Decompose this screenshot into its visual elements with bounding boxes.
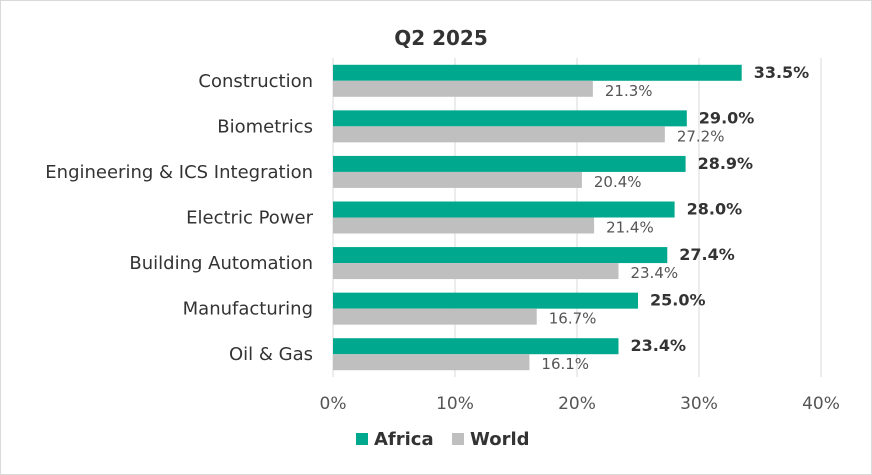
x-tick-label: 0%	[320, 394, 347, 414]
legend-swatch-africa	[356, 433, 368, 445]
chart-title: Q2 2025	[394, 26, 488, 50]
data-label-world: 21.4%	[606, 219, 654, 237]
x-tick-label: 30%	[680, 394, 718, 414]
x-tick-label: 40%	[802, 394, 840, 414]
bar-africa	[333, 201, 675, 218]
bar-world	[333, 354, 530, 371]
category-label: Electric Power	[186, 208, 313, 229]
legend-label-world: World	[470, 429, 530, 450]
data-label-africa: 27.4%	[679, 245, 735, 264]
bar-africa	[333, 247, 668, 264]
category-label: Construction	[198, 71, 313, 92]
bar-world	[333, 308, 537, 325]
bar-world	[333, 263, 619, 280]
bar-africa	[333, 292, 638, 309]
bar-africa	[333, 155, 686, 172]
bar-world	[333, 171, 582, 188]
bars: 33.5% 21.3% 29.0%27.2% 28.9% 20.4% 28.0% 21.4%…	[333, 63, 809, 373]
category-label: Building Automation	[129, 253, 313, 274]
data-label-world: 16.7%	[549, 310, 597, 328]
data-label-africa: 33.5%	[754, 63, 810, 82]
data-label-africa: 25.0%	[650, 291, 706, 310]
category-labels: Construction Biometrics Engineering & ICS …	[45, 71, 313, 365]
legend-swatch-world	[452, 433, 464, 445]
data-label-africa: 28.0%	[687, 200, 743, 219]
x-axis-ticks: 0% 10% 20% 30% 40%	[320, 394, 840, 414]
x-tick-label: 20%	[558, 394, 596, 414]
data-label-world: 21.3%	[605, 82, 653, 100]
bar-africa	[333, 338, 619, 355]
bar-africa	[333, 110, 687, 127]
data-label-world: 16.1%	[541, 355, 589, 373]
bar-world	[333, 217, 595, 234]
data-label-africa: 29.0%	[699, 108, 755, 127]
category-label: Manufacturing	[183, 299, 313, 320]
bar-world	[333, 126, 665, 143]
category-label: Engineering & ICS Integration	[45, 162, 313, 183]
x-tick-label: 10%	[436, 394, 474, 414]
legend-label-africa: Africa	[374, 429, 434, 450]
data-label-world: 27.2%	[677, 127, 725, 145]
data-label-africa: 23.4%	[630, 336, 686, 355]
data-label-world: 23.4%	[630, 264, 678, 282]
bar-africa	[333, 64, 742, 81]
data-label-africa: 28.9%	[698, 154, 754, 173]
legend: Africa World	[356, 429, 530, 450]
bar-world	[333, 80, 593, 97]
data-label-world: 20.4%	[594, 173, 642, 191]
category-label: Oil & Gas	[229, 344, 313, 365]
category-label: Biometrics	[217, 116, 313, 137]
